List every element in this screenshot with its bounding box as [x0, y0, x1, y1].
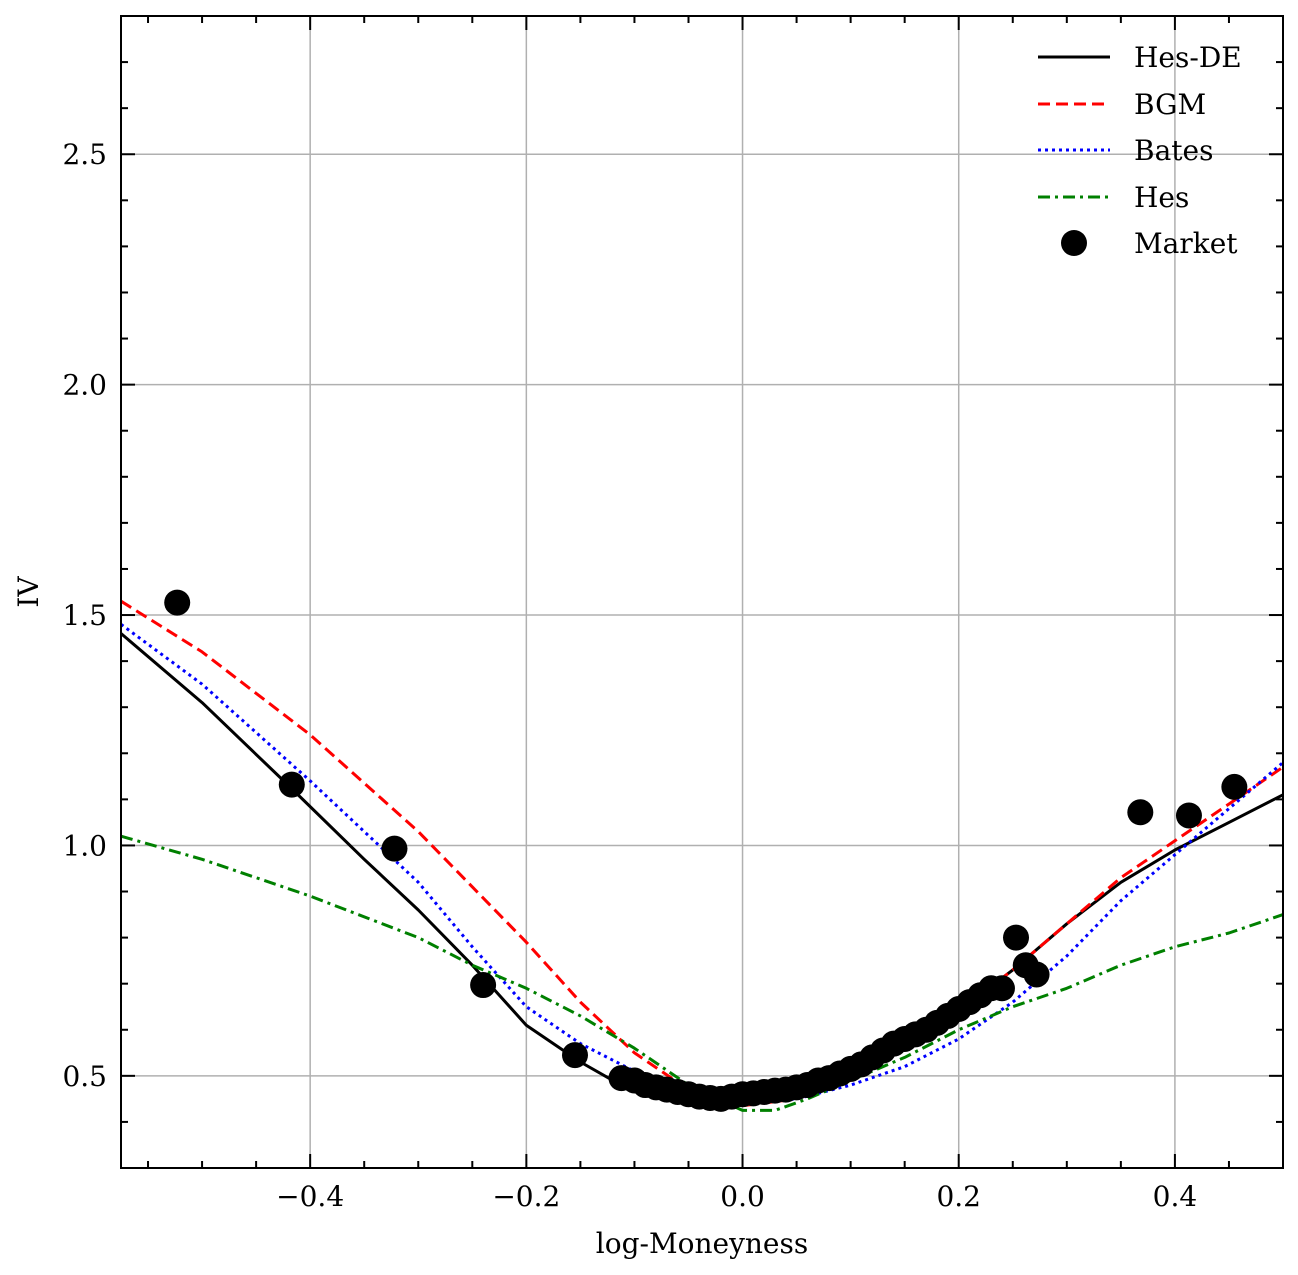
legend-swatch-market: [1061, 230, 1087, 256]
market-point: [1221, 773, 1248, 800]
legend-label-bgm: BGM: [1134, 88, 1206, 121]
y-tick-label: 2.0: [62, 369, 107, 402]
plot-frame: [120, 15, 1284, 1169]
legend-label-hes: Hes: [1134, 181, 1189, 214]
y-tick-label: 1.0: [62, 829, 107, 862]
tick-labels: −0.4 −0.2 0.0 0.2 0.4 0.5 1.0 1.5 2.0 2.5: [62, 138, 1197, 1213]
legend-label-market: Market: [1134, 227, 1238, 260]
market-point: [381, 835, 408, 862]
x-axis-label: log-Moneyness: [596, 1227, 809, 1260]
x-tick-label: 0.4: [1153, 1180, 1198, 1213]
legend-label-bates: Bates: [1134, 134, 1213, 167]
x-tick-label: −0.2: [492, 1180, 560, 1213]
market-point: [561, 1042, 588, 1069]
market-point: [1003, 924, 1030, 951]
market-point: [1175, 802, 1202, 829]
series-line-hes-de: [120, 632, 1284, 1099]
market-point: [164, 589, 191, 616]
y-tick-label: 2.5: [62, 138, 107, 171]
series-line-bgm: [120, 599, 1284, 1108]
market-point: [1023, 961, 1050, 988]
x-tick-label: 0.0: [720, 1180, 765, 1213]
y-tick-label: 1.5: [62, 599, 107, 632]
ticks: [121, 15, 1284, 1168]
legend-label-hes-de: Hes-DE: [1134, 41, 1242, 74]
legend: Hes-DE BGM Bates Hes Market: [1038, 41, 1242, 260]
series-layer: [120, 599, 1284, 1112]
y-axis-label: IV: [12, 576, 45, 608]
x-tick-label: −0.4: [276, 1180, 344, 1213]
y-tick-label: 0.5: [62, 1060, 107, 1093]
grid: [121, 16, 1283, 1168]
market-point: [988, 975, 1015, 1002]
market-point: [470, 972, 497, 999]
market-point: [278, 771, 305, 798]
x-tick-label: 0.2: [936, 1180, 981, 1213]
series-line-hes: [120, 834, 1284, 1112]
market-point: [1127, 799, 1154, 826]
scatter-layer: [164, 589, 1248, 1112]
series-line-bates: [120, 623, 1284, 1105]
